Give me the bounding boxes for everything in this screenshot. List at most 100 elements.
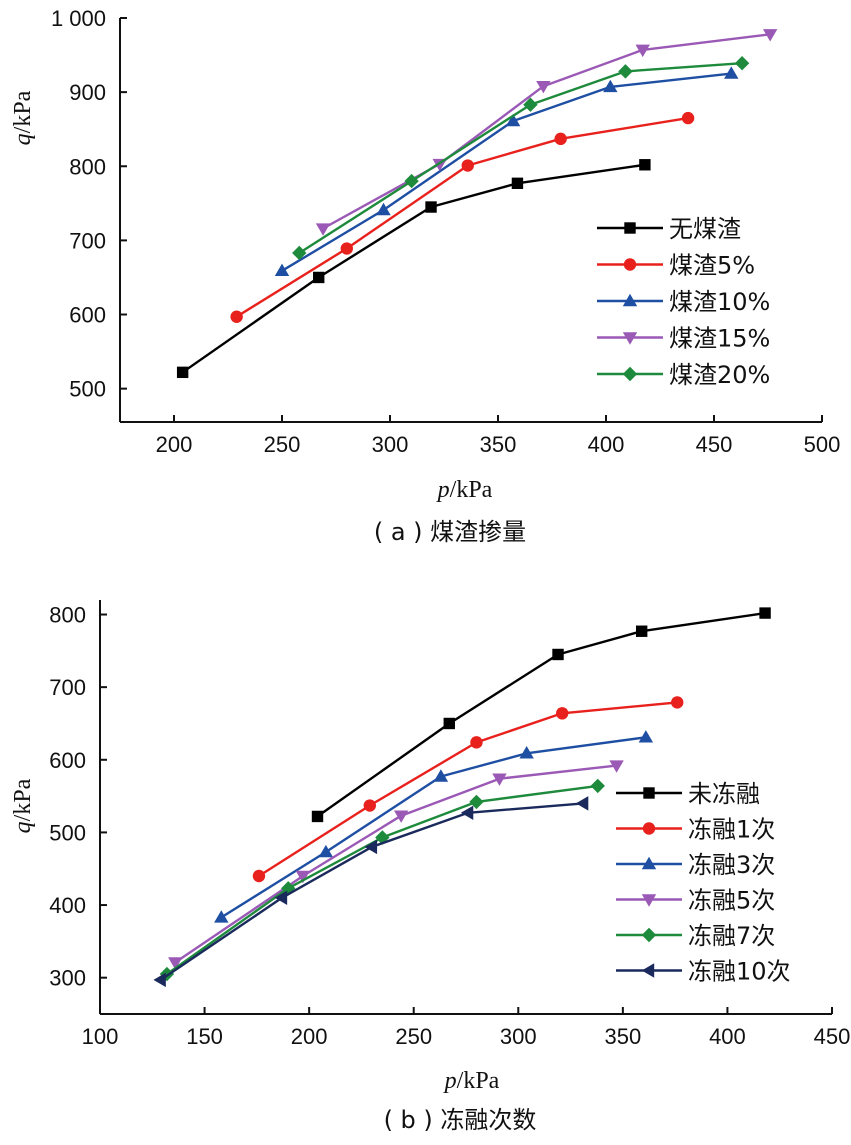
legend-label: 冻融3次 [688,851,775,879]
y-tick-label: 800 [69,154,106,179]
data-point [470,736,483,749]
data-point [734,56,750,71]
data-point [274,263,290,276]
data-point [461,159,474,172]
data-point [274,890,288,905]
y-axis-title-b: q/kPa [10,778,36,833]
series-4 [168,760,624,970]
data-point [590,778,605,794]
data-point [635,625,648,637]
y-tick-label: 400 [49,893,86,918]
data-point [252,869,266,883]
legend-label: 冻融5次 [688,887,775,915]
data-point [638,730,654,743]
series-line [160,802,584,981]
data-point [443,717,455,730]
data-point [318,844,334,858]
legend-item: 冻融5次 [616,887,775,915]
series-layer-a [176,29,778,379]
data-point [519,746,534,759]
legend-marker [622,293,638,307]
chart-panel-a: 200 250 300 350 400 450 500 500 600 700 800 900 1 00… [10,6,840,546]
data-point [575,796,589,811]
legend-marker [641,963,655,978]
series-3 [274,66,739,276]
data-point [230,310,243,323]
series-6 [153,796,589,988]
series-5 [159,778,605,982]
data-point [153,972,166,988]
series-3 [214,730,654,923]
data-point [364,839,378,855]
x-tick-label: 350 [604,1024,641,1049]
y-tick-label: 500 [69,377,106,402]
data-point [315,223,331,236]
x-tick-label: 250 [264,432,301,457]
data-point [618,64,633,79]
legend-item: 冻融1次 [616,816,775,844]
series-line [281,72,732,272]
legend-label: 煤渣5% [669,252,755,280]
legend-item: 冻融3次 [616,851,775,879]
y-tick-label: 500 [49,820,86,845]
legend-item: 煤渣10% [597,288,770,316]
x-tick-label: 450 [814,1024,851,1049]
data-point [556,707,569,720]
y-tick-label: 700 [49,675,86,700]
data-point [762,29,778,42]
data-point [176,366,189,379]
x-tick-label: 350 [480,432,517,457]
y-tick-label: 300 [49,966,86,991]
legend-item: 煤渣20% [597,361,770,389]
legend-label: 煤渣15% [669,325,770,353]
data-point [281,881,296,896]
data-point [671,696,684,709]
x-axis-title-b: p/kPa [443,1068,500,1094]
x-tick-label: 300 [500,1024,537,1049]
legend-label: 无煤渣 [669,215,741,243]
caption-b: ( b ) 冻融次数 [384,1106,537,1134]
y-tick-label: 900 [69,80,106,105]
data-point [554,132,567,146]
data-point [536,80,551,94]
data-point [552,648,564,661]
data-point [214,910,229,923]
data-point [603,79,618,93]
data-point [759,607,771,619]
legend-label: 冻融7次 [688,922,775,950]
legend-marker [641,856,657,870]
data-point [609,760,624,773]
tick-layer-a: 200 250 300 350 400 450 500 500 600 700 800 900 1 00… [51,6,840,457]
x-tick-label: 400 [588,432,625,457]
data-point [295,870,311,884]
series-1 [311,607,771,823]
data-point [168,957,183,970]
data-point [492,773,507,786]
series-line [322,33,771,230]
data-point [340,242,353,255]
legend-label: 煤渣10% [669,288,770,316]
legend-label: 未冻融 [688,780,760,808]
x-tick-label: 250 [395,1024,432,1049]
caption-a: ( a ) 煤渣掺量 [374,518,526,546]
data-point [425,201,437,213]
plot-area-a [119,18,822,423]
plot-area-b [99,600,832,1015]
data-point [363,799,376,812]
series-line [181,163,646,374]
y-tick-label: 1 000 [51,6,106,31]
data-point [313,271,325,284]
legend-item: 煤渣5% [597,252,755,280]
legend-label: 冻融1次 [688,816,775,844]
series-4 [315,29,778,236]
series-5 [292,56,750,261]
series-2 [252,696,684,883]
legend-marker [643,787,655,799]
data-point [404,173,419,189]
series-line [174,764,617,964]
y-tick-label: 700 [69,228,106,253]
x-tick-label: 500 [804,432,841,457]
